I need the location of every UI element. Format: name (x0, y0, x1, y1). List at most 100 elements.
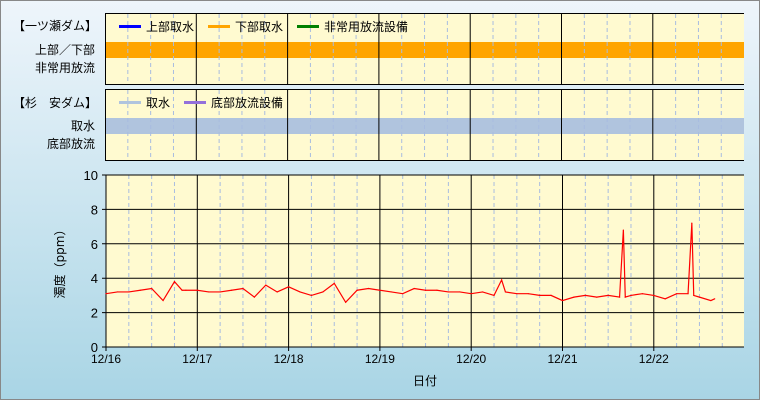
data-point (265, 284, 267, 286)
data-point (299, 291, 301, 293)
ichitsuse-dam-panel (105, 13, 744, 85)
y-tick-label: 4 (91, 271, 98, 286)
data-point (482, 291, 484, 293)
data-point (242, 287, 244, 290)
data-point (253, 296, 255, 298)
data-point (162, 299, 164, 302)
data-point (539, 294, 541, 296)
panel-grid (105, 14, 722, 84)
data-point (322, 291, 324, 293)
y-axis-label: 濁度（ppm） (52, 224, 67, 299)
y-tick-label: 0 (91, 340, 98, 355)
data-point (276, 291, 278, 293)
plot-area (106, 175, 744, 347)
data-point (664, 298, 666, 300)
data-point (219, 291, 221, 293)
data-point (584, 294, 586, 296)
panel1-legend: 上部取水 下部取水 非常用放流設備 (119, 18, 408, 35)
x-tick-label: 12/22 (639, 352, 669, 366)
y-tick-label: 8 (91, 202, 98, 217)
legend-intake: 取水 (119, 94, 170, 111)
data-point (390, 291, 392, 293)
data-point (653, 294, 655, 296)
y-tick-label: 6 (91, 237, 98, 252)
data-point (698, 296, 701, 298)
x-tick-label: 12/16 (91, 352, 121, 366)
data-point (693, 294, 695, 296)
y-tick-label: 10 (84, 168, 98, 183)
data-point (151, 287, 153, 290)
x-tick-label: 12/20 (456, 352, 486, 366)
legend-label: 底部放流設備 (211, 96, 284, 110)
legend-swatch (208, 25, 231, 28)
legend-label: 取水 (146, 96, 171, 110)
data-point (105, 293, 107, 295)
data-point (333, 282, 335, 284)
data-point (196, 289, 198, 291)
x-axis-label: 日付 (413, 374, 437, 388)
data-point (208, 291, 210, 293)
data-point (622, 229, 624, 231)
data-point (687, 293, 689, 295)
panel2-title: 【杉 安ダム】 (13, 96, 98, 110)
legend-swatch (119, 101, 141, 104)
data-point (116, 291, 119, 293)
panel2-row-label-2: 底部放流 (46, 137, 95, 151)
data-point (356, 289, 358, 291)
panel1-row-label-2: 非常用放流 (34, 61, 95, 75)
data-point (436, 289, 438, 291)
data-point (288, 286, 290, 288)
data-point (714, 298, 716, 300)
data-point (624, 296, 626, 298)
data-point (596, 296, 598, 298)
data-point (345, 301, 347, 303)
data-point (230, 289, 233, 291)
data-point (470, 293, 472, 295)
panel1-row-label-1: 上部／下部 (34, 43, 95, 57)
data-point (691, 222, 693, 224)
legend-emergency-discharge: 非常用放流設備 (297, 18, 408, 35)
data-point (181, 289, 183, 291)
data-point (676, 293, 678, 295)
data-point (139, 289, 141, 291)
legend-lower-intake: 下部取水 (208, 18, 283, 35)
legend-label: 上部取水 (146, 20, 195, 34)
data-point (607, 294, 609, 296)
data-point (310, 294, 313, 296)
x-tick-label: 12/17 (182, 352, 212, 366)
panel1-title: 【一ツ瀬ダム】 (13, 19, 98, 33)
data-point (618, 296, 621, 298)
legend-label: 下部取水 (235, 20, 284, 34)
legend-bottom-discharge: 底部放流設備 (184, 94, 283, 111)
y-tick-label: 2 (91, 306, 98, 321)
data-point (501, 279, 503, 281)
legend-swatch (297, 25, 320, 28)
legend-swatch (184, 101, 207, 104)
data-point (402, 293, 404, 295)
data-point (550, 294, 552, 296)
data-point (367, 287, 370, 290)
data-point (493, 294, 495, 296)
data-point (379, 289, 381, 291)
x-tick-label: 12/19 (365, 352, 395, 366)
data-point (128, 291, 130, 293)
x-tick-label: 12/21 (547, 352, 577, 366)
data-point (424, 289, 427, 291)
data-point (573, 296, 575, 298)
data-point (630, 294, 632, 296)
sugiyasu-dam-panel (105, 89, 744, 161)
panel2-legend: 取水 底部放流設備 (119, 94, 283, 111)
data-point (185, 289, 187, 291)
data-point (504, 291, 507, 293)
data-point (516, 293, 518, 295)
data-point (447, 291, 449, 293)
legend-swatch (119, 25, 141, 28)
x-tick-label: 12/18 (274, 352, 304, 366)
data-point (413, 287, 415, 290)
data-point (710, 299, 712, 302)
legend-label: 非常用放流設備 (324, 20, 409, 34)
data-point (527, 293, 529, 295)
legend-upper-intake: 上部取水 (119, 18, 194, 35)
data-point (173, 281, 176, 283)
